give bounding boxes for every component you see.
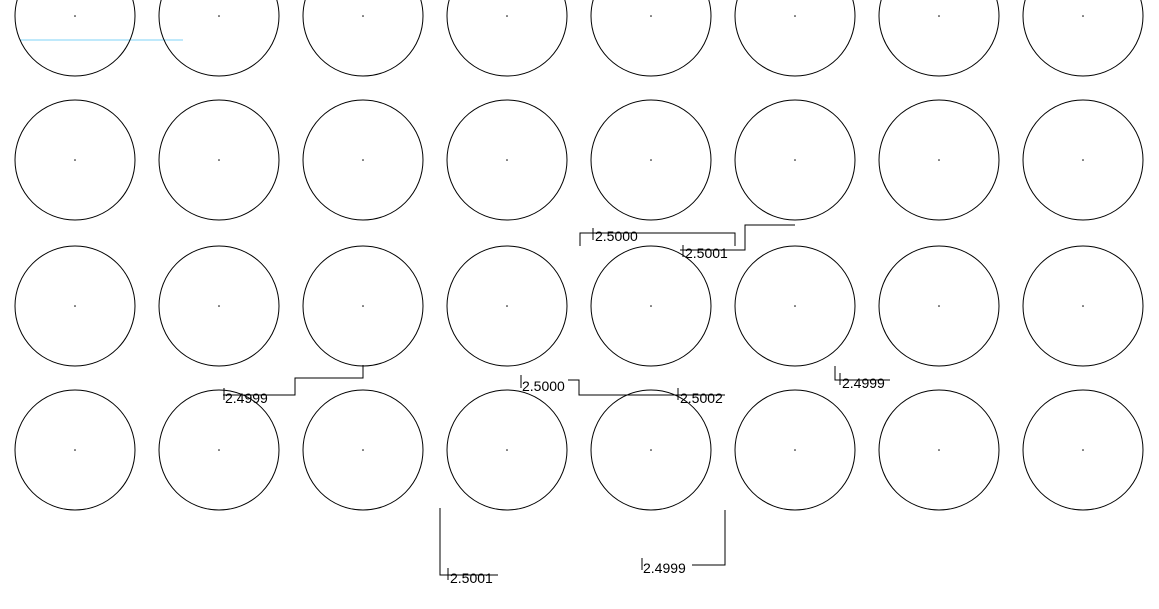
circle-center-dot [650, 159, 652, 161]
circle-center-dot [938, 449, 940, 451]
dimension-leader [692, 510, 725, 565]
grid-circle [879, 0, 999, 76]
dimension-label: 2.5000 [522, 378, 565, 394]
circle-center-dot [74, 15, 76, 17]
circle-center-dot [1082, 159, 1084, 161]
circle-center-dot [794, 159, 796, 161]
circle-center-dot [650, 15, 652, 17]
circle-center-dot [1082, 305, 1084, 307]
grid-circle [15, 0, 135, 76]
circle-center-dot [794, 305, 796, 307]
circle-center-dot [362, 305, 364, 307]
circle-center-dot [218, 15, 220, 17]
circle-center-dot [362, 159, 364, 161]
dimension-label: 2.4999 [643, 560, 686, 576]
circle-center-dot [74, 449, 76, 451]
circle-center-dot [218, 305, 220, 307]
circle-center-dot [506, 305, 508, 307]
grid-circle [735, 0, 855, 76]
circle-center-dot [938, 305, 940, 307]
dimension-label: 2.5002 [680, 390, 723, 406]
circle-center-dot [74, 159, 76, 161]
circle-center-dot [362, 449, 364, 451]
circle-center-dot [1082, 15, 1084, 17]
grid-circle [303, 0, 423, 76]
dimension-label: 2.4999 [842, 375, 885, 391]
grid-circle [447, 0, 567, 76]
grid-circle [1023, 0, 1143, 76]
dimension-leader [440, 508, 498, 575]
circle-center-dot [506, 15, 508, 17]
circle-center-dot [506, 159, 508, 161]
grid-circle [159, 0, 279, 76]
circle-center-dot [938, 159, 940, 161]
cad-drawing [0, 0, 1159, 609]
dimension-label: 2.5000 [595, 228, 638, 244]
circle-center-dot [74, 305, 76, 307]
circle-center-dot [218, 159, 220, 161]
circle-center-dot [362, 15, 364, 17]
grid-circle [591, 0, 711, 76]
circle-center-dot [650, 449, 652, 451]
circle-center-dot [650, 305, 652, 307]
circle-center-dot [1082, 449, 1084, 451]
dimension-label: 2.5001 [685, 245, 728, 261]
dimension-label: 2.4999 [225, 390, 268, 406]
dimension-label: 2.5001 [450, 570, 493, 586]
circle-center-dot [938, 15, 940, 17]
circle-center-dot [794, 449, 796, 451]
circle-center-dot [794, 15, 796, 17]
dimension-leader [568, 380, 579, 390]
circle-center-dot [506, 449, 508, 451]
circle-center-dot [218, 449, 220, 451]
